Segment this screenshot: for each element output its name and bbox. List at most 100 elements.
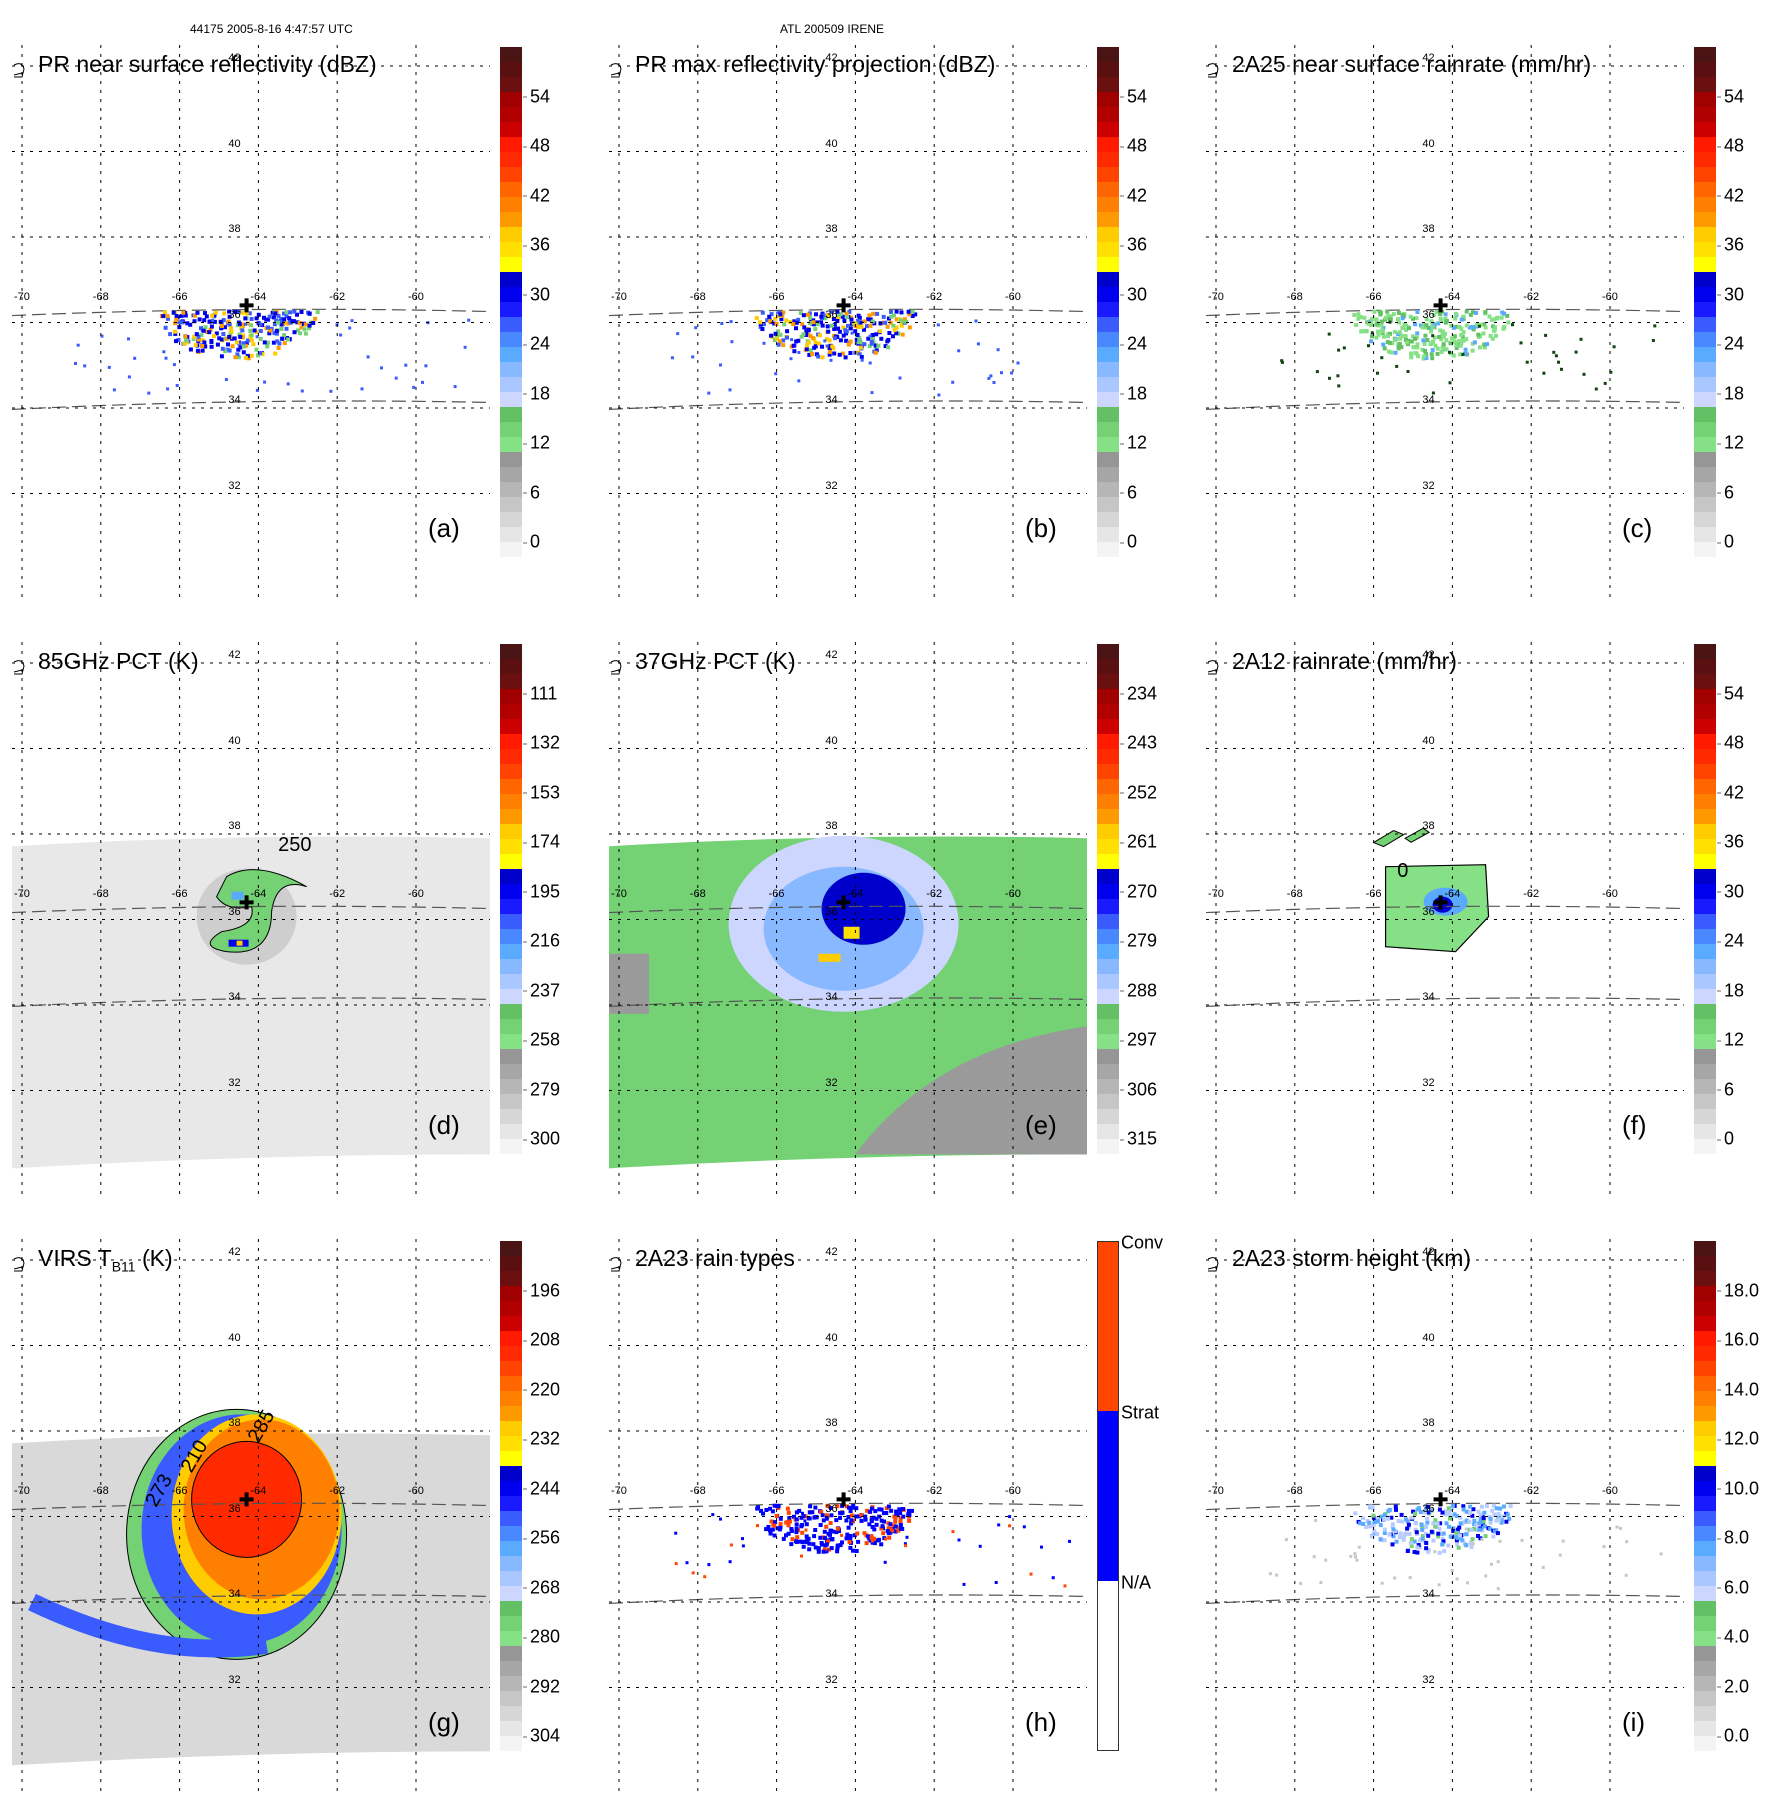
echo-pixel [862, 342, 867, 347]
latitude-label: 36 [825, 1502, 838, 1515]
colorbar-segment [1694, 1256, 1716, 1271]
colorbar-segment [500, 1316, 522, 1331]
latitude-label: 34 [825, 991, 838, 1003]
colorbar-segment [500, 1139, 522, 1154]
echo-pixel [1461, 314, 1466, 319]
colorbar-tick-label: 12.0 [1716, 1428, 1760, 1449]
colorbar-segment [500, 1049, 522, 1064]
echo-pixel [133, 356, 137, 360]
echo-pixel [1389, 314, 1393, 319]
echo-pixel [849, 1521, 854, 1526]
echo-pixel [857, 340, 862, 345]
echo-pixel [1507, 1516, 1512, 1521]
echo-pixel [1457, 1525, 1462, 1530]
colorbar-segment [500, 482, 522, 497]
echo-pixel [246, 321, 251, 326]
colorbar-tick-label: 48 [1716, 135, 1745, 156]
echo-pixel [844, 338, 849, 343]
echo-pixel [249, 317, 254, 321]
echo-pixel [1653, 324, 1657, 328]
echo-pixel [1479, 1504, 1484, 1509]
echo-pixel [894, 317, 899, 322]
echo-pixel [873, 1509, 878, 1514]
echo-pixel [251, 342, 256, 347]
echo-pixel [891, 313, 896, 318]
echo-pixel [1410, 334, 1415, 339]
latitude-label: 42 [1422, 649, 1435, 661]
colorbar-tick-label: 304 [522, 1725, 561, 1746]
echo-pixel [829, 1506, 833, 1511]
echo-pixel [1415, 1507, 1420, 1512]
echo-pixel [1362, 315, 1367, 320]
colorbar-tick-label: 30 [1716, 284, 1745, 305]
colorbar-segment [1097, 809, 1119, 824]
echo-pixel [860, 358, 864, 362]
echo-pixel [837, 352, 842, 357]
echo-pixel [844, 1536, 849, 1541]
echo-pixel [1410, 1515, 1415, 1520]
echo-pixel [1399, 345, 1404, 350]
echo-pixel [303, 322, 308, 327]
latitude-label: 40 [228, 734, 241, 747]
colorbar-tick-label: 12 [522, 432, 551, 453]
echo-pixel [874, 1522, 879, 1527]
echo-pixel [870, 333, 875, 337]
echo-pixel [1476, 1534, 1480, 1538]
echo-pixel [1471, 1507, 1476, 1512]
colorbar-segment [500, 1271, 522, 1286]
echo-pixel [1409, 339, 1414, 344]
echo-pixel [794, 339, 799, 344]
echo-pixel [768, 319, 773, 324]
echo-pixel [192, 334, 197, 339]
echo-pixel [1437, 1526, 1442, 1531]
echo-pixel [1068, 1539, 1071, 1543]
echo-pixel [1389, 1515, 1394, 1520]
echo-pixel [888, 1522, 893, 1527]
echo-pixel [1415, 310, 1420, 314]
echo-pixel [1410, 1537, 1414, 1542]
echo-pixel [1409, 355, 1414, 360]
colorbar-segment [1694, 272, 1716, 287]
echo-pixel [284, 310, 289, 315]
echo-pixel [1268, 1572, 1272, 1576]
echo-pixel [824, 1513, 829, 1518]
colorbar-segment [500, 197, 522, 212]
echo-pixel [773, 331, 778, 336]
echo-pixel [1366, 321, 1371, 326]
echo-pixel [467, 318, 471, 322]
echo-pixel [172, 363, 176, 367]
echo-pixel [176, 338, 181, 342]
echo-pixel [907, 1512, 912, 1517]
echo-pixel [870, 319, 875, 324]
echo-pixel [1393, 1504, 1398, 1509]
colorbar-segment [1694, 809, 1716, 824]
colorbar-tick-label: 42 [1716, 782, 1745, 803]
longitude-label: -68 [92, 887, 109, 900]
echo-pixel [1440, 1536, 1445, 1541]
colorbar-tick-label: 292 [522, 1676, 561, 1697]
echo-pixel [267, 331, 272, 336]
echo-pixel [203, 325, 208, 330]
echo-pixel [1397, 330, 1402, 335]
echo-pixel [1493, 325, 1497, 330]
echo-pixel [1388, 341, 1392, 345]
satellite-direction-icon [1207, 63, 1219, 78]
echo-pixel [1353, 1511, 1358, 1516]
echo-pixel [892, 328, 897, 333]
echo-pixel [258, 329, 263, 333]
echo-pixel [112, 388, 116, 392]
colorbar-tick-label: 18 [1716, 383, 1745, 404]
echo-pixel [794, 1526, 799, 1531]
colorbar-segment [500, 1391, 522, 1406]
echo-pixel [1478, 1517, 1483, 1522]
echo-pixel [1393, 1529, 1398, 1534]
echo-pixel [728, 388, 732, 392]
colorbar-segment [500, 869, 522, 884]
colorbar-tick-label: 153 [522, 782, 561, 803]
echo-pixel [1442, 334, 1446, 339]
echo-pixel [1426, 1510, 1431, 1515]
echo-pixel [848, 1545, 853, 1550]
echo-pixel [812, 1534, 817, 1539]
panel-title: 2A12 rainrate (mm/hr) [1232, 648, 1457, 675]
echo-pixel [1414, 316, 1419, 321]
